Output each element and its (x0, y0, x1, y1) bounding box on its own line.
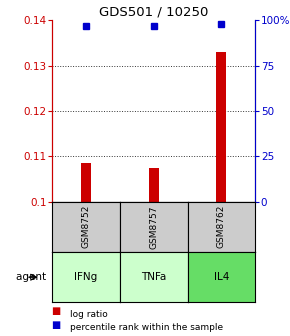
Text: GSM8752: GSM8752 (81, 205, 90, 249)
Text: percentile rank within the sample: percentile rank within the sample (70, 323, 223, 332)
Title: GDS501 / 10250: GDS501 / 10250 (99, 6, 209, 19)
Text: TNFa: TNFa (141, 272, 166, 282)
Text: ■: ■ (52, 306, 65, 316)
Bar (149, 168, 159, 202)
Text: IFNg: IFNg (75, 272, 98, 282)
Text: log ratio: log ratio (70, 310, 107, 319)
Text: GSM8762: GSM8762 (217, 205, 226, 249)
Text: ■: ■ (52, 320, 65, 330)
Bar (216, 52, 226, 202)
Bar (81, 163, 91, 202)
Text: GSM8757: GSM8757 (149, 205, 158, 249)
Text: IL4: IL4 (214, 272, 229, 282)
Text: agent: agent (16, 272, 49, 282)
